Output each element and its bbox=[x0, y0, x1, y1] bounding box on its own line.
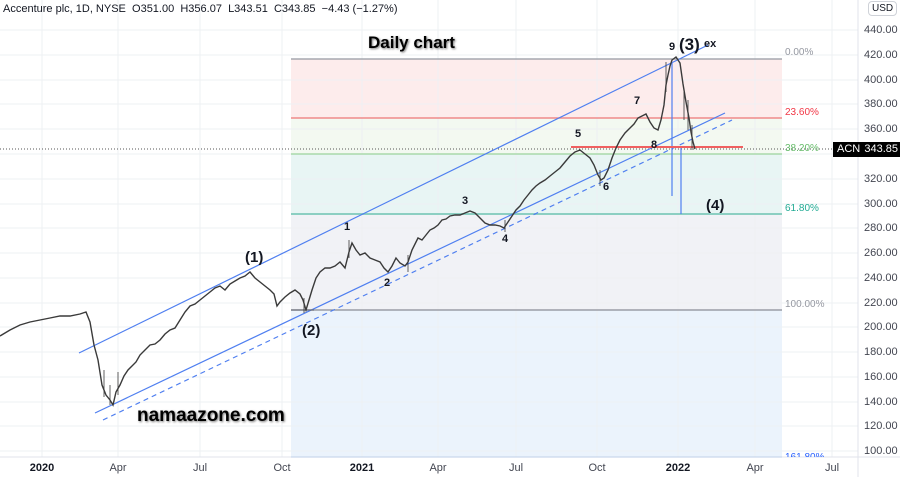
fib-label-618: 61.80% bbox=[785, 203, 819, 214]
y-tick: 180.00 bbox=[864, 346, 898, 358]
x-tick: Apr bbox=[746, 462, 764, 474]
fib-label-0: 0.00% bbox=[785, 47, 814, 58]
x-tick: Apr bbox=[109, 462, 127, 474]
y-tick: 400.00 bbox=[864, 74, 898, 86]
x-tick: Oct bbox=[273, 462, 291, 474]
wave-label: 7 bbox=[634, 95, 641, 107]
wave-label: 4 bbox=[502, 233, 509, 245]
price-tag-symbol: ACN bbox=[837, 143, 861, 155]
x-tick: Jul bbox=[824, 462, 840, 474]
wave-label: (3) bbox=[679, 35, 700, 54]
y-tick: 240.00 bbox=[864, 272, 898, 284]
x-tick: 2021 bbox=[349, 462, 375, 474]
x-tick: 2020 bbox=[29, 462, 55, 474]
fib-label-382: 38.20% bbox=[785, 143, 819, 154]
x-tick: Apr bbox=[429, 462, 447, 474]
chart-title: Daily chart bbox=[368, 33, 455, 52]
y-tick: 320.00 bbox=[864, 173, 898, 185]
y-tick: 100.00 bbox=[864, 445, 898, 457]
wave-label: 1 bbox=[344, 221, 351, 233]
x-tick: Jul bbox=[192, 462, 208, 474]
fibonacci-retracement[interactable] bbox=[291, 59, 782, 457]
wave-label: 6 bbox=[603, 181, 610, 193]
wave-label: 3 bbox=[462, 195, 469, 207]
y-tick: 140.00 bbox=[864, 396, 898, 408]
symbol-legend[interactable]: Accenture plc, 1D, NYSE O351.00 H356.07 … bbox=[3, 3, 398, 15]
y-tick: 380.00 bbox=[864, 98, 898, 110]
trend-channel[interactable] bbox=[78, 44, 733, 421]
legend-open: O351.00 bbox=[132, 3, 175, 15]
y-tick: 280.00 bbox=[864, 222, 898, 234]
wave-label: 5 bbox=[575, 128, 582, 140]
wave-label: ex bbox=[704, 38, 717, 50]
y-tick: 200.00 bbox=[864, 321, 898, 333]
legend-change: −4.43 (−1.27%) bbox=[321, 3, 398, 15]
wave-label: 2 bbox=[384, 277, 391, 289]
fib-label-1618: 161.80% bbox=[785, 452, 824, 457]
wave-label: 9 bbox=[669, 41, 676, 53]
watermark-text: namaazone.com bbox=[137, 405, 285, 426]
legend-low: L343.51 bbox=[228, 3, 268, 15]
y-tick: 440.00 bbox=[864, 24, 898, 36]
y-tick: 160.00 bbox=[864, 371, 898, 383]
wave-label: 8 bbox=[651, 139, 658, 151]
currency-button[interactable]: USD bbox=[868, 1, 898, 16]
legend-high: H356.07 bbox=[180, 3, 222, 15]
x-tick: Jul bbox=[508, 462, 524, 474]
y-tick: 220.00 bbox=[864, 297, 898, 309]
fib-label-100: 100.00% bbox=[785, 299, 825, 310]
wave-label: (1) bbox=[245, 249, 264, 266]
legend-symbol: Accenture plc, 1D, NYSE bbox=[3, 3, 126, 15]
fib-label-236: 23.60% bbox=[785, 107, 819, 118]
y-tick: 300.00 bbox=[864, 198, 898, 210]
price-tag-value: 343.85 bbox=[864, 143, 898, 155]
legend-close: C343.85 bbox=[273, 3, 316, 15]
x-tick: 2022 bbox=[665, 462, 691, 474]
price-series bbox=[0, 55, 696, 407]
wave-label: (2) bbox=[302, 322, 321, 339]
wave-label: (4) bbox=[706, 197, 725, 214]
y-tick: 120.00 bbox=[864, 420, 898, 432]
y-tick: 360.00 bbox=[864, 123, 898, 135]
y-tick: 420.00 bbox=[864, 49, 898, 61]
y-tick: 260.00 bbox=[864, 247, 898, 259]
last-price-tag: ACN 343.85 bbox=[833, 142, 900, 157]
x-tick: Oct bbox=[588, 462, 606, 474]
